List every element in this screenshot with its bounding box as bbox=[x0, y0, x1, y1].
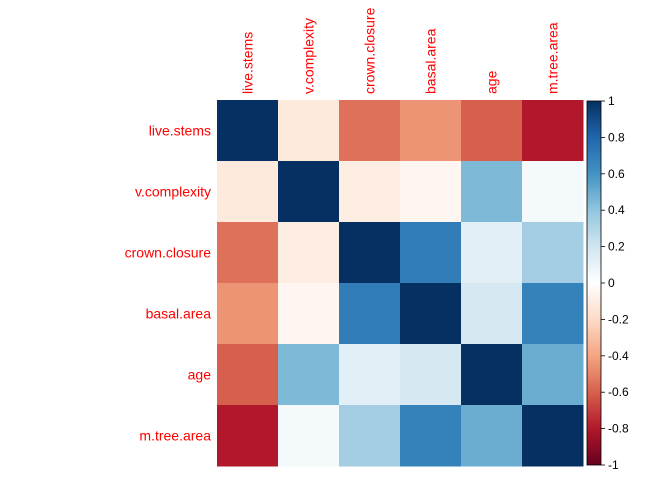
heatmap-cell-crown.closure-live.stems bbox=[217, 222, 279, 284]
column-label-crown.closure: crown.closure bbox=[362, 7, 378, 94]
heatmap-cell-m.tree.area-basal.area bbox=[400, 405, 462, 467]
colorbar-tick-label: -1 bbox=[608, 458, 619, 472]
heatmap-cell-m.tree.area-live.stems bbox=[217, 405, 279, 467]
heatmap-cell-age-live.stems bbox=[217, 344, 279, 406]
column-label-live.stems: live.stems bbox=[240, 32, 256, 94]
heatmap-cell-age-v.complexity bbox=[278, 344, 340, 406]
heatmap-cell-m.tree.area-m.tree.area bbox=[522, 405, 584, 467]
column-label-basal.area: basal.area bbox=[423, 28, 439, 94]
heatmap-cell-live.stems-crown.closure bbox=[339, 100, 401, 162]
colorbar-tick-label: 0.6 bbox=[608, 167, 625, 181]
heatmap-cell-v.complexity-age bbox=[461, 161, 523, 223]
colorbar-tick-label: 1 bbox=[608, 94, 615, 108]
colorbar-gradient bbox=[587, 101, 601, 465]
colorbar bbox=[586, 100, 602, 466]
heatmap-cell-age-age bbox=[461, 344, 523, 406]
heatmap-cell-crown.closure-crown.closure bbox=[339, 222, 401, 284]
heatmap-cell-live.stems-v.complexity bbox=[278, 100, 340, 162]
heatmap-cell-basal.area-m.tree.area bbox=[522, 283, 584, 345]
heatmap-cell-v.complexity-m.tree.area bbox=[522, 161, 584, 223]
heatmap-cell-basal.area-crown.closure bbox=[339, 283, 401, 345]
colorbar-tick-label: -0.6 bbox=[608, 385, 629, 399]
row-label-age: age bbox=[188, 367, 212, 383]
heatmap-cell-v.complexity-basal.area bbox=[400, 161, 462, 223]
column-label-age: age bbox=[484, 70, 500, 94]
heatmap-cell-live.stems-basal.area bbox=[400, 100, 462, 162]
heatmap-cell-basal.area-basal.area bbox=[400, 283, 462, 345]
heatmap-cell-age-crown.closure bbox=[339, 344, 401, 406]
heatmap-cell-crown.closure-v.complexity bbox=[278, 222, 340, 284]
colorbar-tick-label: 0.4 bbox=[608, 203, 625, 217]
row-label-m.tree.area: m.tree.area bbox=[139, 428, 211, 444]
heatmap-cell-m.tree.area-crown.closure bbox=[339, 405, 401, 467]
row-labels: live.stems v.complexity crown.closure basal… bbox=[125, 123, 212, 444]
row-label-basal.area: basal.area bbox=[146, 306, 212, 322]
colorbar-tick-label: 0.2 bbox=[608, 240, 625, 254]
heatmap-cell-live.stems-age bbox=[461, 100, 523, 162]
colorbar-tick-label: -0.8 bbox=[608, 422, 629, 436]
column-label-m.tree.area: m.tree.area bbox=[545, 22, 561, 94]
colorbar-tick-label: -0.4 bbox=[608, 349, 629, 363]
colorbar-tick-label: 0.8 bbox=[608, 130, 625, 144]
heatmap-cell-live.stems-m.tree.area bbox=[522, 100, 584, 162]
column-label-v.complexity: v.complexity bbox=[301, 18, 317, 94]
heatmap-cell-v.complexity-live.stems bbox=[217, 161, 279, 223]
heatmap-cell-crown.closure-basal.area bbox=[400, 222, 462, 284]
heatmap-cell-age-basal.area bbox=[400, 344, 462, 406]
heatmap-cell-m.tree.area-age bbox=[461, 405, 523, 467]
heatmap-cell-v.complexity-v.complexity bbox=[278, 161, 340, 223]
heatmap-cell-age-m.tree.area bbox=[522, 344, 584, 406]
heatmap-cell-live.stems-live.stems bbox=[217, 100, 279, 162]
heatmap-cell-crown.closure-age bbox=[461, 222, 523, 284]
heatmap-cell-basal.area-v.complexity bbox=[278, 283, 340, 345]
heatmap-cell-v.complexity-crown.closure bbox=[339, 161, 401, 223]
heatmap-cell-basal.area-live.stems bbox=[217, 283, 279, 345]
column-labels: live.stems v.complexity crown.closure basal… bbox=[240, 7, 561, 94]
colorbar-ticks: 1 0.8 0.6 0.4 0.2 0 -0.2 -0.4 -0.6 -0.8 -1 bbox=[601, 94, 629, 472]
heatmap-cell-crown.closure-m.tree.area bbox=[522, 222, 584, 284]
heatmap-cell-basal.area-age bbox=[461, 283, 523, 345]
heatmap-cell-m.tree.area-v.complexity bbox=[278, 405, 340, 467]
colorbar-tick-label: 0 bbox=[608, 276, 615, 290]
colorbar-tick-label: -0.2 bbox=[608, 312, 629, 326]
heatmap-cells bbox=[217, 100, 584, 467]
row-label-v.complexity: v.complexity bbox=[135, 184, 211, 200]
row-label-crown.closure: crown.closure bbox=[125, 245, 212, 261]
row-label-live.stems: live.stems bbox=[149, 123, 211, 139]
